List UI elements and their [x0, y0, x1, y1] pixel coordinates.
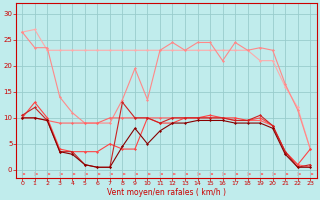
- X-axis label: Vent moyen/en rafales ( km/h ): Vent moyen/en rafales ( km/h ): [107, 188, 226, 197]
